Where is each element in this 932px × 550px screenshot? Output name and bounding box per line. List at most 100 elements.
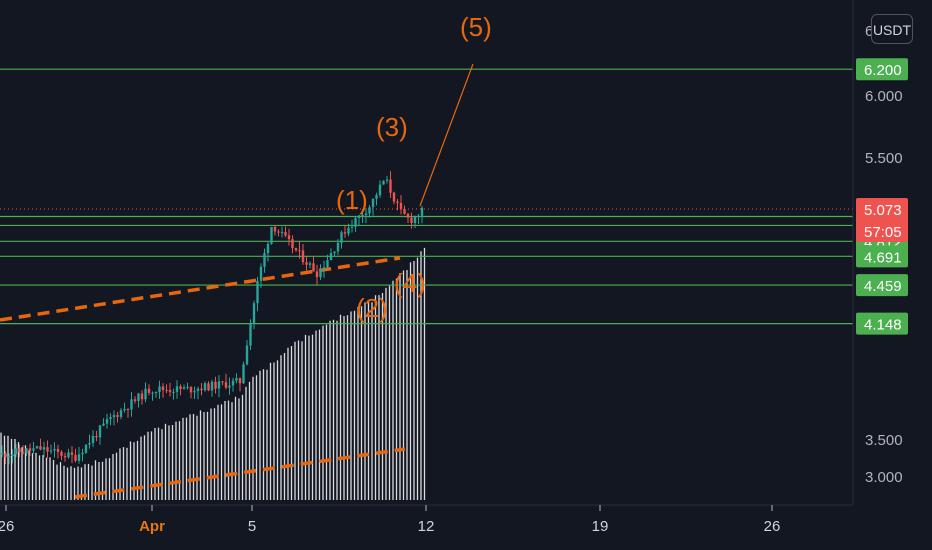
- candle-body: [210, 381, 214, 391]
- candle-body: [217, 381, 221, 389]
- candle-body: [235, 378, 238, 381]
- candle-body: [42, 447, 46, 450]
- candle-body: [385, 179, 389, 181]
- candle-body: [221, 381, 224, 383]
- candle-body: [88, 443, 91, 445]
- candle-body: [280, 231, 284, 233]
- currency-button[interactable]: USDT: [871, 14, 913, 44]
- candle-body: [277, 231, 280, 233]
- wave-label-1: (1): [336, 185, 368, 215]
- candle-body: [378, 184, 382, 196]
- candle-body: [182, 387, 186, 389]
- candle-body: [49, 450, 53, 452]
- candle-body: [53, 448, 56, 451]
- candle-body: [333, 251, 336, 254]
- candle-body: [319, 269, 322, 278]
- candle-body: [63, 455, 67, 458]
- price-tick: 6.000: [865, 88, 903, 105]
- candle-body: [133, 399, 137, 401]
- candle-body: [315, 271, 319, 278]
- x-tick-label: 12: [418, 518, 435, 535]
- price-tick: 3.500: [865, 432, 903, 449]
- candle-body: [60, 451, 63, 456]
- x-tick-label: 19: [592, 518, 609, 535]
- candle-body: [382, 180, 385, 185]
- candle-body: [175, 386, 179, 392]
- candle-body: [39, 446, 42, 450]
- candle-body: [371, 198, 375, 208]
- candle-body: [368, 207, 371, 214]
- price-badge-text: 4.691: [864, 249, 902, 266]
- trend-lines[interactable]: [0, 63, 474, 499]
- candle-body: [224, 382, 228, 388]
- candle-body: [112, 415, 116, 418]
- wave-5-projection-line: [419, 63, 474, 207]
- candle-body: [84, 444, 88, 453]
- candle-body: [343, 232, 347, 234]
- candle-body: [168, 390, 172, 392]
- candle-body: [105, 419, 109, 424]
- candle-body: [252, 303, 256, 324]
- candle-body: [340, 232, 343, 243]
- candle-body: [67, 452, 70, 458]
- candle-body: [161, 386, 165, 390]
- candle-body: [350, 226, 354, 228]
- candle-body: [354, 218, 357, 227]
- candle-body: [308, 263, 312, 265]
- price-badge: [856, 58, 908, 81]
- candle-body: [361, 215, 364, 216]
- candle-body: [14, 448, 18, 455]
- price-badge: [856, 312, 908, 335]
- candle-body: [389, 179, 392, 193]
- candle-body: [179, 386, 182, 389]
- candle-body: [154, 392, 158, 393]
- candle-body: [336, 242, 340, 252]
- candle-body: [228, 385, 231, 388]
- candle-body: [417, 215, 420, 217]
- candle-body: [305, 262, 308, 265]
- candle-body: [231, 380, 235, 386]
- candle-body: [98, 425, 102, 438]
- candle-body: [137, 393, 140, 401]
- candle-body: [259, 266, 263, 281]
- wave-label-2: (2): [356, 293, 388, 323]
- candle-body: [329, 253, 333, 261]
- candle-body: [81, 452, 84, 455]
- candle-body: [165, 390, 168, 391]
- candle-body: [147, 388, 151, 393]
- volume-bars: [0, 247, 426, 500]
- candle-body: [158, 386, 161, 392]
- price-tick: 6: [865, 23, 873, 40]
- candle-body: [21, 452, 25, 454]
- x-tick-label: Apr: [139, 518, 165, 535]
- candle-body: [347, 227, 350, 234]
- candle-body: [25, 448, 28, 454]
- time-axis[interactable]: 26 Apr 5 12 19 26: [0, 505, 780, 535]
- candle-body: [420, 207, 424, 216]
- candle-body: [410, 217, 413, 223]
- candle-body: [406, 213, 410, 218]
- candle-body: [266, 243, 270, 254]
- candle-body: [392, 192, 396, 202]
- candle-body: [18, 448, 21, 453]
- current-price-badge-text: 5.073: [864, 202, 902, 219]
- candle-body: [189, 386, 193, 393]
- candle-body: [364, 213, 368, 215]
- candle-body: [207, 383, 210, 391]
- upper-trendline: [0, 256, 401, 322]
- candle-body: [263, 253, 266, 267]
- price-badge: [856, 245, 908, 268]
- candle-body: [0, 453, 4, 455]
- candle-body: [312, 263, 315, 272]
- price-tick: 3.000: [865, 469, 903, 486]
- candle-body: [77, 454, 81, 461]
- candle-body: [28, 448, 32, 451]
- horizontal-levels[interactable]: [0, 68, 853, 325]
- candle-body: [144, 388, 147, 400]
- candle-body: [186, 386, 189, 388]
- candle-body: [109, 417, 112, 420]
- price-badge-text: 4.459: [864, 278, 902, 295]
- price-axis[interactable]: 6 6.000 5.500 3.500 3.000: [865, 23, 903, 486]
